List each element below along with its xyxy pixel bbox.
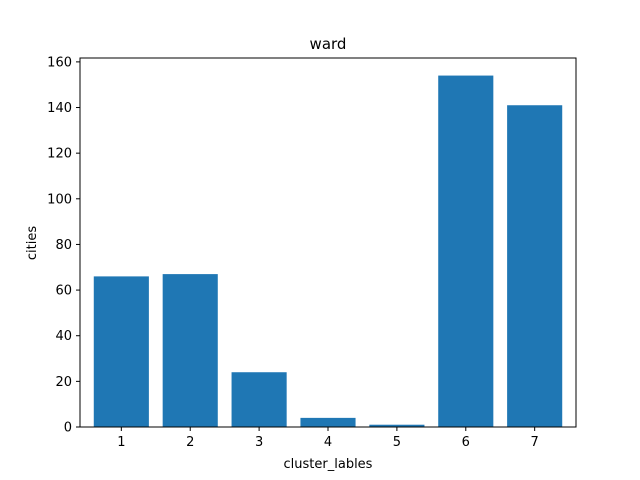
bars-group xyxy=(93,75,563,428)
x-tick-label: 6 xyxy=(462,435,470,450)
bar-4 xyxy=(300,417,356,427)
y-tick-label: 160 xyxy=(47,55,72,70)
bar-3 xyxy=(231,372,287,427)
chart-title: ward xyxy=(310,35,347,53)
plot-frame xyxy=(79,57,577,428)
x-tick-label: 5 xyxy=(393,435,401,450)
x-axis-ticks: 1 2 3 4 5 6 7 xyxy=(117,427,539,450)
bar-2 xyxy=(162,274,218,427)
y-tick-label: 80 xyxy=(55,238,72,253)
x-axis-label: cluster_lables xyxy=(284,457,373,472)
x-tick-label: 4 xyxy=(324,435,332,450)
x-tick-label: 2 xyxy=(186,435,194,450)
y-tick-label: 140 xyxy=(47,101,72,116)
bar-5 xyxy=(369,424,425,427)
y-axis-label: cities xyxy=(25,226,40,260)
bar-1 xyxy=(93,276,149,427)
y-tick-label: 20 xyxy=(55,375,72,390)
x-tick-label: 7 xyxy=(531,435,539,450)
y-tick-label: 40 xyxy=(55,329,72,344)
y-tick-label: 100 xyxy=(47,192,72,207)
bar-7 xyxy=(507,105,563,427)
x-tick-label: 3 xyxy=(255,435,263,450)
y-tick-label: 60 xyxy=(55,284,72,299)
y-tick-label: 120 xyxy=(47,147,72,162)
bar-6 xyxy=(438,75,494,428)
y-axis-ticks: 0 20 40 60 80 100 120 140 160 xyxy=(47,55,80,436)
y-tick-label: 0 xyxy=(64,421,72,436)
x-tick-label: 1 xyxy=(117,435,125,450)
